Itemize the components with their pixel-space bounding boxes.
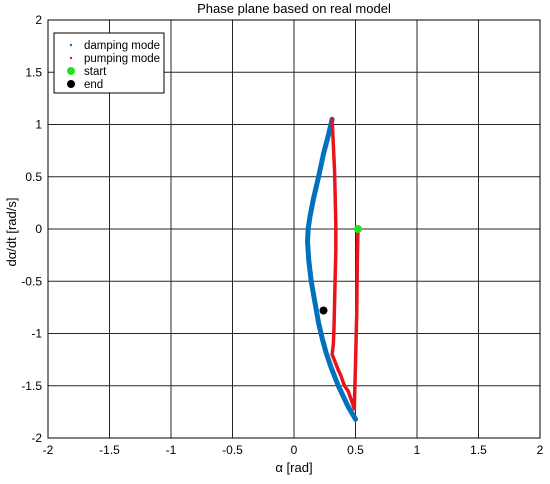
x-tick-label: -1.5 — [99, 443, 120, 457]
data-point — [337, 384, 340, 387]
x-tick-label: 0 — [291, 443, 298, 457]
legend-damping-swatch — [69, 43, 73, 47]
data-point — [354, 418, 357, 420]
series-line-damping — [305, 116, 358, 422]
data-point — [307, 259, 310, 262]
y-axis-label: dα/dt [rad/s] — [4, 198, 19, 267]
legend-start-label: start — [84, 66, 107, 78]
x-tick-label: -0.5 — [222, 443, 243, 457]
y-tick-label: 0 — [35, 222, 42, 236]
data-point — [343, 384, 346, 387]
y-tick-label: -0.5 — [21, 274, 42, 288]
data-point — [317, 322, 320, 324]
data-point — [317, 175, 320, 178]
data-point — [309, 215, 311, 218]
x-tick-label: -2 — [43, 443, 54, 457]
data-point — [355, 311, 358, 314]
data-point — [351, 400, 353, 403]
legend-damping-label: damping mode — [84, 40, 160, 52]
data-point — [332, 372, 335, 375]
data-point — [325, 351, 327, 354]
y-tick-label: -1 — [31, 327, 42, 341]
start-marker — [353, 225, 362, 233]
x-axis-label: α [rad] — [275, 460, 312, 475]
y-tick-label: -2 — [31, 431, 42, 445]
data-point — [322, 152, 325, 155]
legend-end-label: end — [84, 79, 103, 91]
data-point — [335, 378, 337, 381]
legend-pumping-label: pumping mode — [84, 53, 160, 65]
data-point — [331, 353, 333, 356]
data-point — [306, 240, 309, 243]
data-point — [337, 369, 340, 371]
data-point — [330, 366, 332, 368]
y-tick-label: 2 — [35, 13, 42, 27]
data-point — [344, 400, 347, 403]
legend: damping mode pumping mode start end — [53, 32, 165, 94]
data-point — [314, 301, 316, 303]
data-point — [334, 196, 337, 199]
y-tick-label: 1 — [35, 118, 42, 132]
data-point — [339, 374, 342, 377]
chart-title: Phase plane based on real model — [197, 1, 391, 16]
data-point — [327, 134, 330, 136]
x-tick-label: 1 — [414, 443, 421, 457]
y-tick-label: 1.5 — [25, 65, 42, 79]
data-point — [332, 343, 335, 345]
y-tick-labels: -2 -1.5 -1 -0.5 0 0.5 1 1.5 2 — [21, 13, 42, 445]
data-point — [310, 280, 313, 283]
data-point — [333, 327, 335, 330]
data-point — [334, 275, 337, 277]
data-point — [331, 118, 333, 121]
data-point — [347, 390, 349, 392]
data-point — [342, 395, 345, 398]
data-point — [335, 222, 337, 225]
data-point — [333, 170, 336, 173]
x-tick-label: -1 — [166, 443, 177, 457]
x-tick-labels: -2 -1.5 -1 -0.5 0 0.5 1 1.5 2 — [43, 443, 544, 457]
legend-end-swatch — [67, 80, 75, 88]
data-point — [307, 228, 309, 230]
data-point — [353, 407, 356, 410]
data-point — [354, 364, 357, 366]
legend-start-swatch — [67, 67, 75, 75]
x-tick-label: 1.5 — [470, 443, 487, 457]
data-point — [321, 337, 324, 340]
legend-pumping-swatch — [69, 56, 73, 60]
data-point — [339, 390, 342, 392]
data-point — [356, 259, 359, 262]
data-point — [335, 249, 337, 251]
data-point — [333, 301, 336, 303]
marker-layer — [319, 225, 362, 315]
x-tick-label: 0.5 — [347, 443, 364, 457]
data-point — [312, 196, 315, 199]
data-point — [332, 144, 335, 147]
end-marker — [319, 306, 328, 315]
data-point — [352, 414, 354, 416]
data-point — [327, 358, 330, 361]
plot-area — [47, 19, 541, 439]
data-point — [349, 410, 352, 412]
y-tick-label: 0.5 — [25, 170, 42, 184]
x-tick-label: 2 — [537, 443, 544, 457]
data-point — [347, 405, 349, 408]
y-tick-label: -1.5 — [21, 379, 42, 393]
